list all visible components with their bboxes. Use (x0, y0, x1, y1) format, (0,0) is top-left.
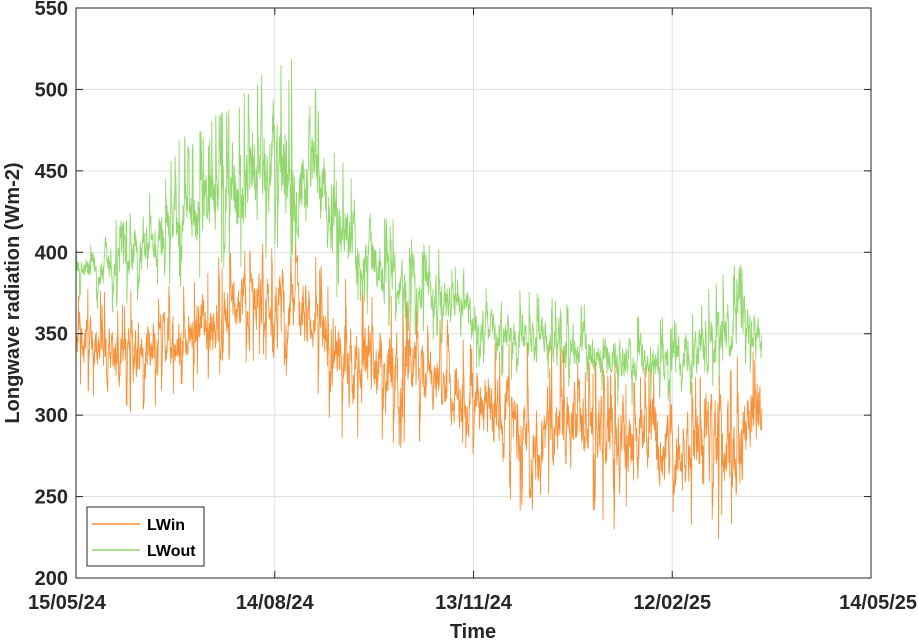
y-tick-label: 250 (35, 487, 68, 509)
series-line-lwout (75, 59, 763, 406)
y-tick-label: 200 (35, 568, 68, 590)
legend-label-lwout: LWout (147, 543, 196, 560)
y-tick-label: 300 (35, 405, 68, 427)
x-axis-title: Time (450, 621, 496, 643)
series-layer (75, 59, 763, 539)
x-axis: 15/05/24 14/08/24 13/11/24 12/02/25 14/05/25 (28, 8, 917, 614)
y-tick-label: 400 (35, 242, 68, 264)
x-tick-label: 15/05/24 (28, 592, 107, 614)
x-tick-label: 14/05/25 (839, 592, 917, 614)
x-tick-label: 13/11/24 (435, 592, 513, 614)
legend-box (86, 506, 205, 567)
y-axis: 200 250 300 350 400 450 500 550 (35, 0, 871, 590)
y-tick-label: 350 (35, 324, 68, 346)
legend: LWin LWout (86, 506, 205, 567)
series-line-lwin (75, 243, 763, 539)
y-axis-title: Longwave radiation (Wm-2) (2, 162, 24, 423)
y-tick-label: 500 (35, 79, 68, 101)
y-tick-label: 550 (35, 0, 68, 20)
y-tick-label: 450 (35, 161, 68, 183)
x-tick-label: 12/02/25 (633, 592, 711, 614)
x-tick-label: 14/08/24 (236, 592, 315, 614)
legend-label-lwin: LWin (147, 517, 185, 534)
